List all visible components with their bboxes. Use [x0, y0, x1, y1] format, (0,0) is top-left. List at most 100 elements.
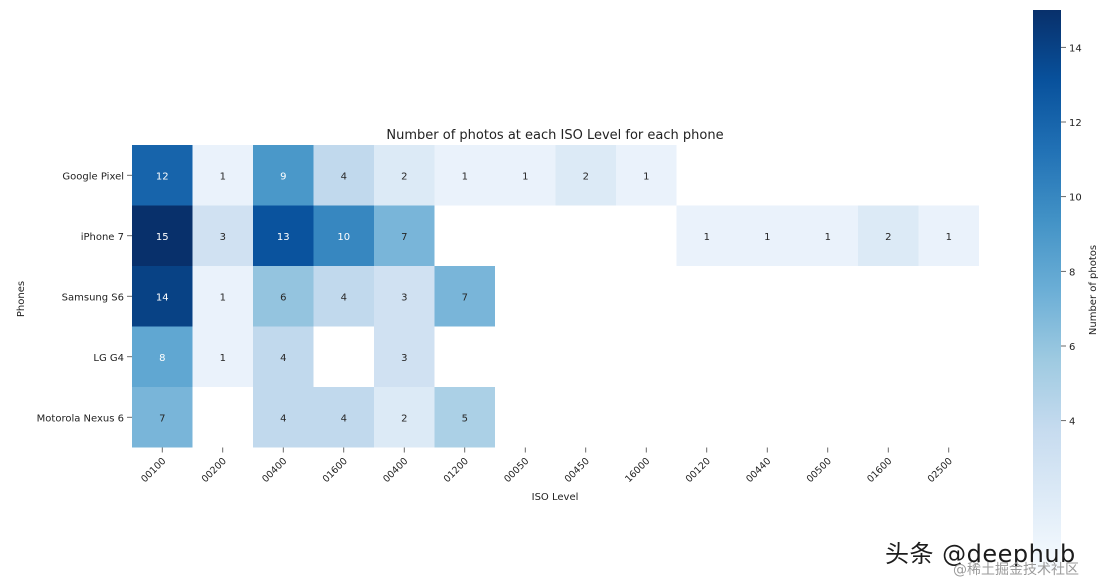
cell-value-label: 7	[462, 292, 468, 303]
heatmap-cell	[192, 145, 253, 206]
x-tick-label: 00400	[260, 456, 289, 485]
colorbar-tick-label: 6	[1069, 342, 1075, 353]
heatmap-cell	[192, 266, 253, 327]
heatmap-cell	[132, 387, 193, 448]
cell-value-label: 1	[522, 171, 528, 182]
cell-value-label: 2	[885, 232, 891, 243]
heatmap-cell	[132, 326, 193, 387]
y-tick-label: Samsung S6	[62, 292, 124, 303]
heatmap-cell	[374, 205, 435, 266]
heatmap-cell	[737, 205, 798, 266]
colorbar-gradient	[1033, 10, 1061, 570]
y-axis: Google Pixel iPhone 7 Samsung S6 LG G4 Motor…	[37, 171, 132, 424]
x-tick-label: 00450	[563, 456, 592, 485]
cell-value-label: 2	[583, 171, 589, 182]
colorbar-tick-label: 4	[1069, 417, 1075, 428]
cell-value-label: 14	[156, 292, 169, 303]
cell-value-label: 5	[462, 413, 468, 424]
x-axis: 00100 00200 00400 01600 00400 01200 00050 00450…	[139, 447, 955, 485]
x-tick-label: 00200	[200, 456, 229, 485]
x-axis-label: ISO Level	[532, 492, 579, 503]
x-tick-label: 00120	[684, 456, 713, 485]
heatmap-cell	[434, 145, 495, 206]
cell-value-label: 3	[401, 353, 407, 364]
heatmap-cell	[132, 266, 193, 327]
cell-value-label: 1	[946, 232, 952, 243]
x-tick-label: 01600	[321, 456, 350, 485]
cell-value-label: 1	[462, 171, 468, 182]
heatmap-cell	[132, 205, 193, 266]
heatmap-cell	[555, 145, 616, 206]
y-tick-label: Google Pixel	[62, 171, 124, 182]
heatmap-cell	[253, 205, 314, 266]
cell-value-label: 9	[280, 171, 286, 182]
y-tick-label: LG G4	[93, 353, 124, 364]
colorbar-label: Number of photos	[1088, 245, 1099, 335]
heatmap-cell	[313, 387, 374, 448]
heatmap-cell	[918, 205, 979, 266]
cell-value-label: 1	[764, 232, 770, 243]
cell-value-label: 4	[280, 353, 286, 364]
colorbar-tick-label: 10	[1069, 193, 1082, 204]
colorbar: 4 6 8 10 12 14	[1033, 10, 1082, 570]
x-tick-label: 16000	[623, 456, 652, 485]
x-tick-label: 00440	[744, 456, 773, 485]
cell-value-label: 1	[220, 292, 226, 303]
x-tick-label: 01600	[865, 456, 894, 485]
heatmap-cells	[132, 145, 979, 448]
heatmap-cell	[253, 145, 314, 206]
x-tick-label: 00400	[381, 456, 410, 485]
y-tick-label: Motorola Nexus 6	[37, 413, 124, 424]
heatmap-cell	[374, 326, 435, 387]
colorbar-tick-label: 12	[1069, 118, 1082, 129]
cell-value-label: 2	[401, 413, 407, 424]
watermark-primary: 头条 @deephub	[885, 540, 1076, 568]
heatmap-cell	[313, 205, 374, 266]
heatmap-cell	[313, 266, 374, 327]
heatmap-cell	[192, 205, 253, 266]
watermark-secondary: @稀土掘金技术社区	[953, 562, 1079, 578]
cell-value-label: 4	[341, 292, 347, 303]
x-tick-label: 02500	[926, 456, 955, 485]
cell-value-label: 7	[159, 413, 165, 424]
cell-value-label: 2	[401, 171, 407, 182]
heatmap-cell	[616, 145, 677, 206]
heatmap-cell	[495, 145, 556, 206]
cell-value-label: 1	[220, 353, 226, 364]
heatmap-cell	[374, 387, 435, 448]
heatmap-cell	[797, 205, 858, 266]
cell-value-label: 8	[159, 353, 165, 364]
cell-value-label: 7	[401, 232, 407, 243]
x-tick-label: 01200	[442, 456, 471, 485]
x-tick-label: 00500	[805, 456, 834, 485]
chart-title: Number of photos at each ISO Level for e…	[386, 128, 723, 143]
cell-value-label: 1	[704, 232, 710, 243]
y-tick-label: iPhone 7	[81, 232, 124, 243]
colorbar-tick-label: 14	[1069, 43, 1082, 54]
cell-value-label: 15	[156, 232, 169, 243]
heatmap-cell	[253, 266, 314, 327]
cell-value-label: 4	[280, 413, 286, 424]
cell-value-label: 3	[220, 232, 226, 243]
heatmap-cell	[434, 387, 495, 448]
heatmap-cell	[132, 145, 193, 206]
cell-value-label: 6	[280, 292, 286, 303]
heatmap-cell	[253, 387, 314, 448]
cell-value-label: 4	[341, 171, 347, 182]
heatmap-cell	[374, 145, 435, 206]
heatmap-cell	[434, 266, 495, 327]
heatmap-cell	[253, 326, 314, 387]
colorbar-tick-label: 8	[1069, 267, 1075, 278]
x-tick-label: 00100	[139, 456, 168, 485]
cell-value-label: 3	[401, 292, 407, 303]
y-axis-label: Phones	[16, 281, 27, 317]
heatmap-cell	[192, 326, 253, 387]
cell-value-label: 10	[337, 232, 350, 243]
heatmap-cell	[676, 205, 737, 266]
cell-value-label: 1	[825, 232, 831, 243]
cell-value-label: 13	[277, 232, 290, 243]
cell-value-label: 1	[220, 171, 226, 182]
heatmap-cell	[374, 266, 435, 327]
